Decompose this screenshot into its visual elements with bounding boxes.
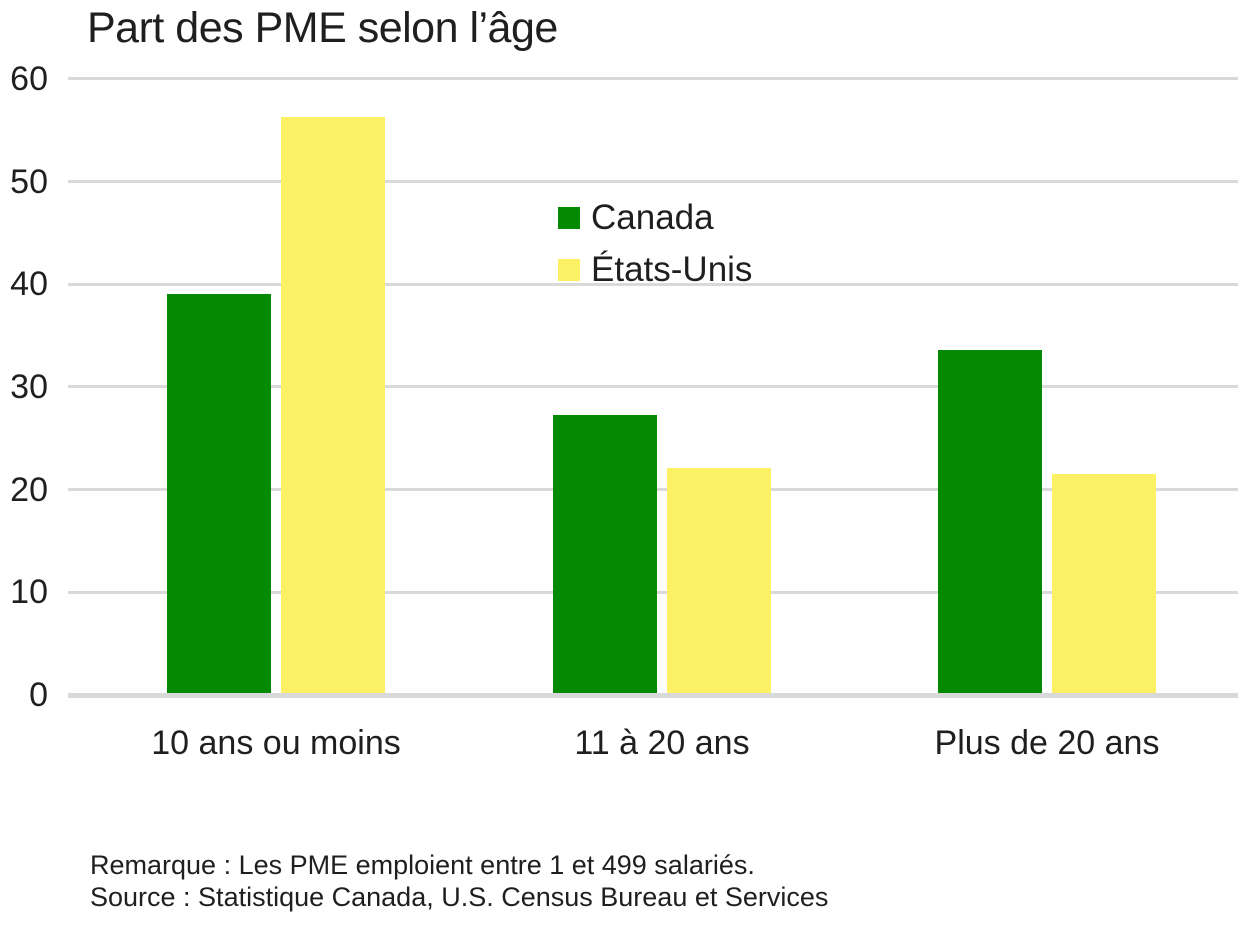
- gridline: [68, 385, 1238, 389]
- legend-item-états-unis: États-Unis: [558, 244, 752, 296]
- x-category-label: 11 à 20 ans: [574, 724, 750, 762]
- legend-swatch-icon: [558, 259, 580, 281]
- gridline: [68, 282, 1238, 286]
- gridline: [68, 180, 1238, 183]
- y-tick-label: 20: [10, 470, 48, 509]
- legend-item-canada: Canada: [558, 192, 752, 244]
- y-tick-label: 30: [10, 367, 48, 406]
- chart-note: Remarque : Les PME emploient entre 1 et …: [90, 850, 755, 880]
- bar-canada-2: [938, 349, 1042, 695]
- y-tick-label: 10: [10, 573, 48, 612]
- chart-source: Source : Statistique Canada, U.S. Census…: [90, 882, 829, 912]
- y-tick-label: 0: [29, 676, 48, 714]
- bar-états-unis-0: [281, 116, 385, 695]
- x-category-label: Plus de 20 ans: [934, 724, 1160, 762]
- gridline: [68, 77, 1238, 81]
- x-axis-baseline: [68, 692, 1238, 698]
- legend: Canada États-Unis: [558, 192, 752, 296]
- x-category-label: 10 ans ou moins: [151, 724, 401, 762]
- bar-états-unis-2: [1052, 474, 1156, 695]
- y-tick-label: 50: [10, 162, 48, 201]
- bar-canada-1: [553, 414, 657, 695]
- legend-swatch-icon: [558, 207, 580, 229]
- legend-label: Canada: [591, 198, 714, 237]
- legend-label: États-Unis: [591, 250, 753, 289]
- y-tick-label: 40: [10, 265, 48, 304]
- chart-footer: Remarque : Les PME emploient entre 1 et …: [90, 849, 828, 913]
- chart-title: Part des PME selon l’âge: [87, 4, 558, 52]
- bar-canada-0: [167, 294, 271, 695]
- y-tick-label: 60: [10, 59, 48, 98]
- bar-états-unis-1: [667, 468, 771, 695]
